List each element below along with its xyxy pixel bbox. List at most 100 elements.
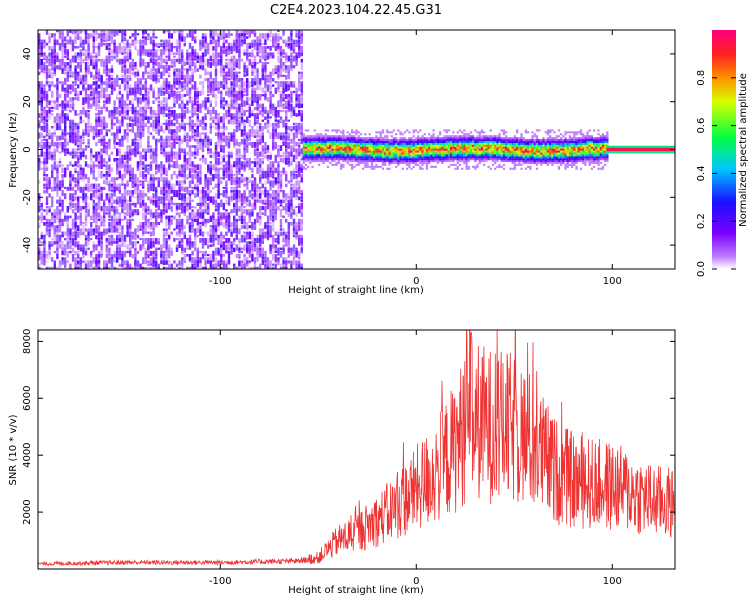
- signal-cell: [373, 165, 376, 168]
- noise-cell: [84, 36, 88, 39]
- noise-cell: [199, 222, 202, 225]
- noise-cell: [290, 97, 293, 103]
- signal-cell: [340, 167, 343, 170]
- noise-cell: [113, 87, 116, 91]
- noise-cell: [152, 238, 155, 244]
- noise-cell: [53, 241, 56, 245]
- noise-cell: [71, 151, 75, 155]
- noise-cell: [207, 87, 210, 93]
- noise-cell: [188, 257, 192, 261]
- signal-cell: [315, 150, 319, 153]
- noise-cell: [123, 250, 127, 258]
- noise-cell: [134, 196, 137, 199]
- noise-cell: [256, 244, 259, 250]
- signal-cell: [302, 150, 305, 153]
- noise-cell: [77, 215, 80, 220]
- signal-cell: [390, 160, 393, 163]
- noise-cell: [209, 238, 212, 243]
- noise-cell: [77, 260, 80, 265]
- noise-cell: [142, 33, 145, 39]
- noise-cell: [118, 119, 121, 126]
- noise-cell: [56, 241, 59, 244]
- noise-cell: [61, 209, 64, 213]
- noise-cell: [121, 206, 124, 212]
- noise-cell: [285, 42, 288, 47]
- noise-cell: [266, 228, 270, 235]
- noise-cell: [199, 65, 202, 70]
- noise-cell: [204, 122, 207, 127]
- noise-cell: [287, 260, 290, 264]
- noise-cell: [253, 190, 257, 198]
- noise-cell: [168, 263, 171, 269]
- noise-cell: [58, 142, 62, 146]
- noise-cell: [282, 167, 285, 174]
- noise-cell: [300, 225, 303, 230]
- noise-cell: [259, 46, 262, 54]
- signal-cell: [348, 137, 352, 140]
- noise-cell: [212, 119, 215, 124]
- noise-cell: [188, 190, 192, 196]
- noise-cell: [272, 167, 275, 173]
- noise-cell: [168, 33, 171, 39]
- noise-cell: [61, 190, 64, 195]
- noise-cell: [129, 158, 132, 161]
- noise-cell: [282, 231, 285, 236]
- noise-cell: [64, 135, 67, 140]
- noise-cell: [168, 113, 171, 117]
- noise-cell: [79, 142, 82, 147]
- signal-cell: [392, 140, 396, 143]
- noise-cell: [201, 116, 205, 123]
- noise-cell: [277, 183, 280, 190]
- noise-cell: [300, 100, 303, 106]
- noise-cell: [157, 129, 160, 136]
- signal-cell: [368, 158, 371, 161]
- noise-cell: [248, 129, 251, 137]
- noise-cell: [118, 84, 121, 90]
- signal-cell: [307, 156, 310, 159]
- noise-cell: [108, 254, 111, 257]
- noise-cell: [157, 167, 160, 173]
- noise-cell: [51, 241, 54, 246]
- noise-cell: [220, 257, 223, 262]
- noise-cell: [279, 110, 283, 112]
- signal-cell: [364, 158, 367, 161]
- noise-cell: [123, 215, 127, 220]
- noise-cell: [217, 36, 220, 43]
- noise-cell: [230, 170, 233, 177]
- noise-cell: [201, 231, 205, 237]
- signal-cell: [304, 142, 308, 145]
- signal-cell: [333, 160, 336, 163]
- signal-cell: [355, 163, 358, 166]
- signal-cell: [377, 152, 380, 155]
- noise-cell: [261, 257, 264, 262]
- noise-cell: [222, 254, 225, 257]
- noise-cell: [298, 36, 301, 40]
- noise-cell: [246, 30, 249, 35]
- noise-cell: [69, 90, 72, 95]
- signal-cell: [366, 144, 369, 147]
- signal-cell: [333, 146, 336, 149]
- noise-cell: [139, 122, 142, 128]
- noise-cell: [56, 122, 59, 131]
- noise-cell: [118, 247, 121, 254]
- noise-cell: [240, 209, 244, 215]
- noise-cell: [214, 74, 218, 83]
- signal-cell: [386, 137, 389, 140]
- noise-cell: [108, 257, 111, 264]
- signal-cell: [366, 139, 369, 142]
- noise-cell: [38, 225, 41, 228]
- noise-cell: [56, 228, 59, 233]
- noise-cell: [173, 110, 176, 114]
- noise-cell: [243, 110, 246, 117]
- noise-cell: [290, 49, 293, 52]
- noise-cell: [121, 33, 124, 42]
- noise-cell: [295, 97, 298, 102]
- noise-cell: [108, 167, 111, 176]
- noise-cell: [162, 190, 166, 195]
- noise-cell: [126, 58, 129, 62]
- noise-cell: [95, 132, 98, 138]
- noise-cell: [209, 58, 212, 62]
- noise-cell: [152, 119, 155, 128]
- signal-cell: [362, 137, 365, 140]
- noise-cell: [222, 222, 225, 228]
